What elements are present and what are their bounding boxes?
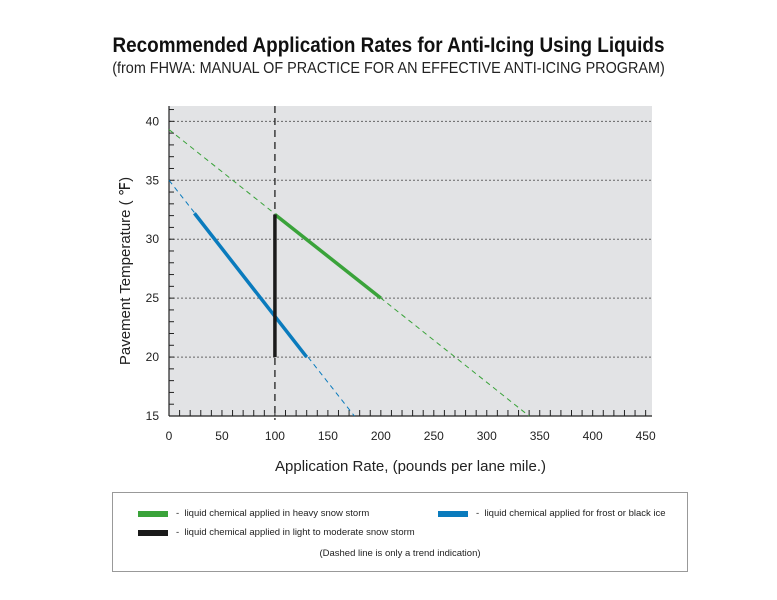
x-tick-label: 0 [166, 429, 173, 443]
legend-item-frost: - liquid chemical applied for frost or b… [438, 508, 666, 519]
legend-item-light-snow: - liquid chemical applied in light to mo… [138, 527, 415, 538]
series-line-0 [273, 213, 382, 300]
chart-subtitle: (from FHWA: MANUAL OF PRACTICE FOR AN EF… [112, 60, 665, 77]
y-tick-label: 40 [146, 114, 160, 128]
legend-label: liquid chemical applied in heavy snow st… [184, 508, 370, 519]
x-tick-label: 250 [424, 429, 444, 443]
x-tick-label: 400 [583, 429, 603, 443]
legend: - liquid chemical applied in heavy snow … [112, 492, 688, 572]
legend-note: (Dashed line is only a trend indication) [319, 548, 481, 559]
chart-title: Recommended Application Rates for Anti-I… [112, 34, 665, 57]
x-tick-label: 150 [318, 429, 338, 443]
series-line-1 [193, 212, 309, 359]
y-tick-label: 35 [146, 173, 160, 187]
y-tick-label: 15 [146, 409, 160, 423]
y-tick-label: 30 [146, 232, 160, 246]
legend-swatch [138, 510, 168, 517]
legend-label: liquid chemical applied for frost or bla… [484, 508, 666, 519]
y-axis-label: Pavement Temperature ( ℉) [117, 177, 134, 365]
x-tick-label: 100 [265, 429, 285, 443]
y-tick-label: 25 [146, 291, 160, 305]
legend-swatch [438, 510, 468, 517]
legend-swatch [138, 529, 168, 536]
x-tick-label: 450 [636, 429, 656, 443]
x-tick-label: 300 [477, 429, 497, 443]
legend-label: liquid chemical applied in light to mode… [184, 527, 415, 538]
plot-background [169, 106, 652, 416]
legend-item-heavy-snow: - liquid chemical applied in heavy snow … [138, 508, 369, 519]
x-tick-label: 350 [530, 429, 550, 443]
x-axis-label: Application Rate, (pounds per lane mile.… [275, 458, 546, 475]
series-trend-line-0 [168, 129, 530, 417]
y-tick-label: 20 [146, 350, 160, 364]
x-tick-label: 50 [215, 429, 229, 443]
x-tick-label: 200 [371, 429, 391, 443]
